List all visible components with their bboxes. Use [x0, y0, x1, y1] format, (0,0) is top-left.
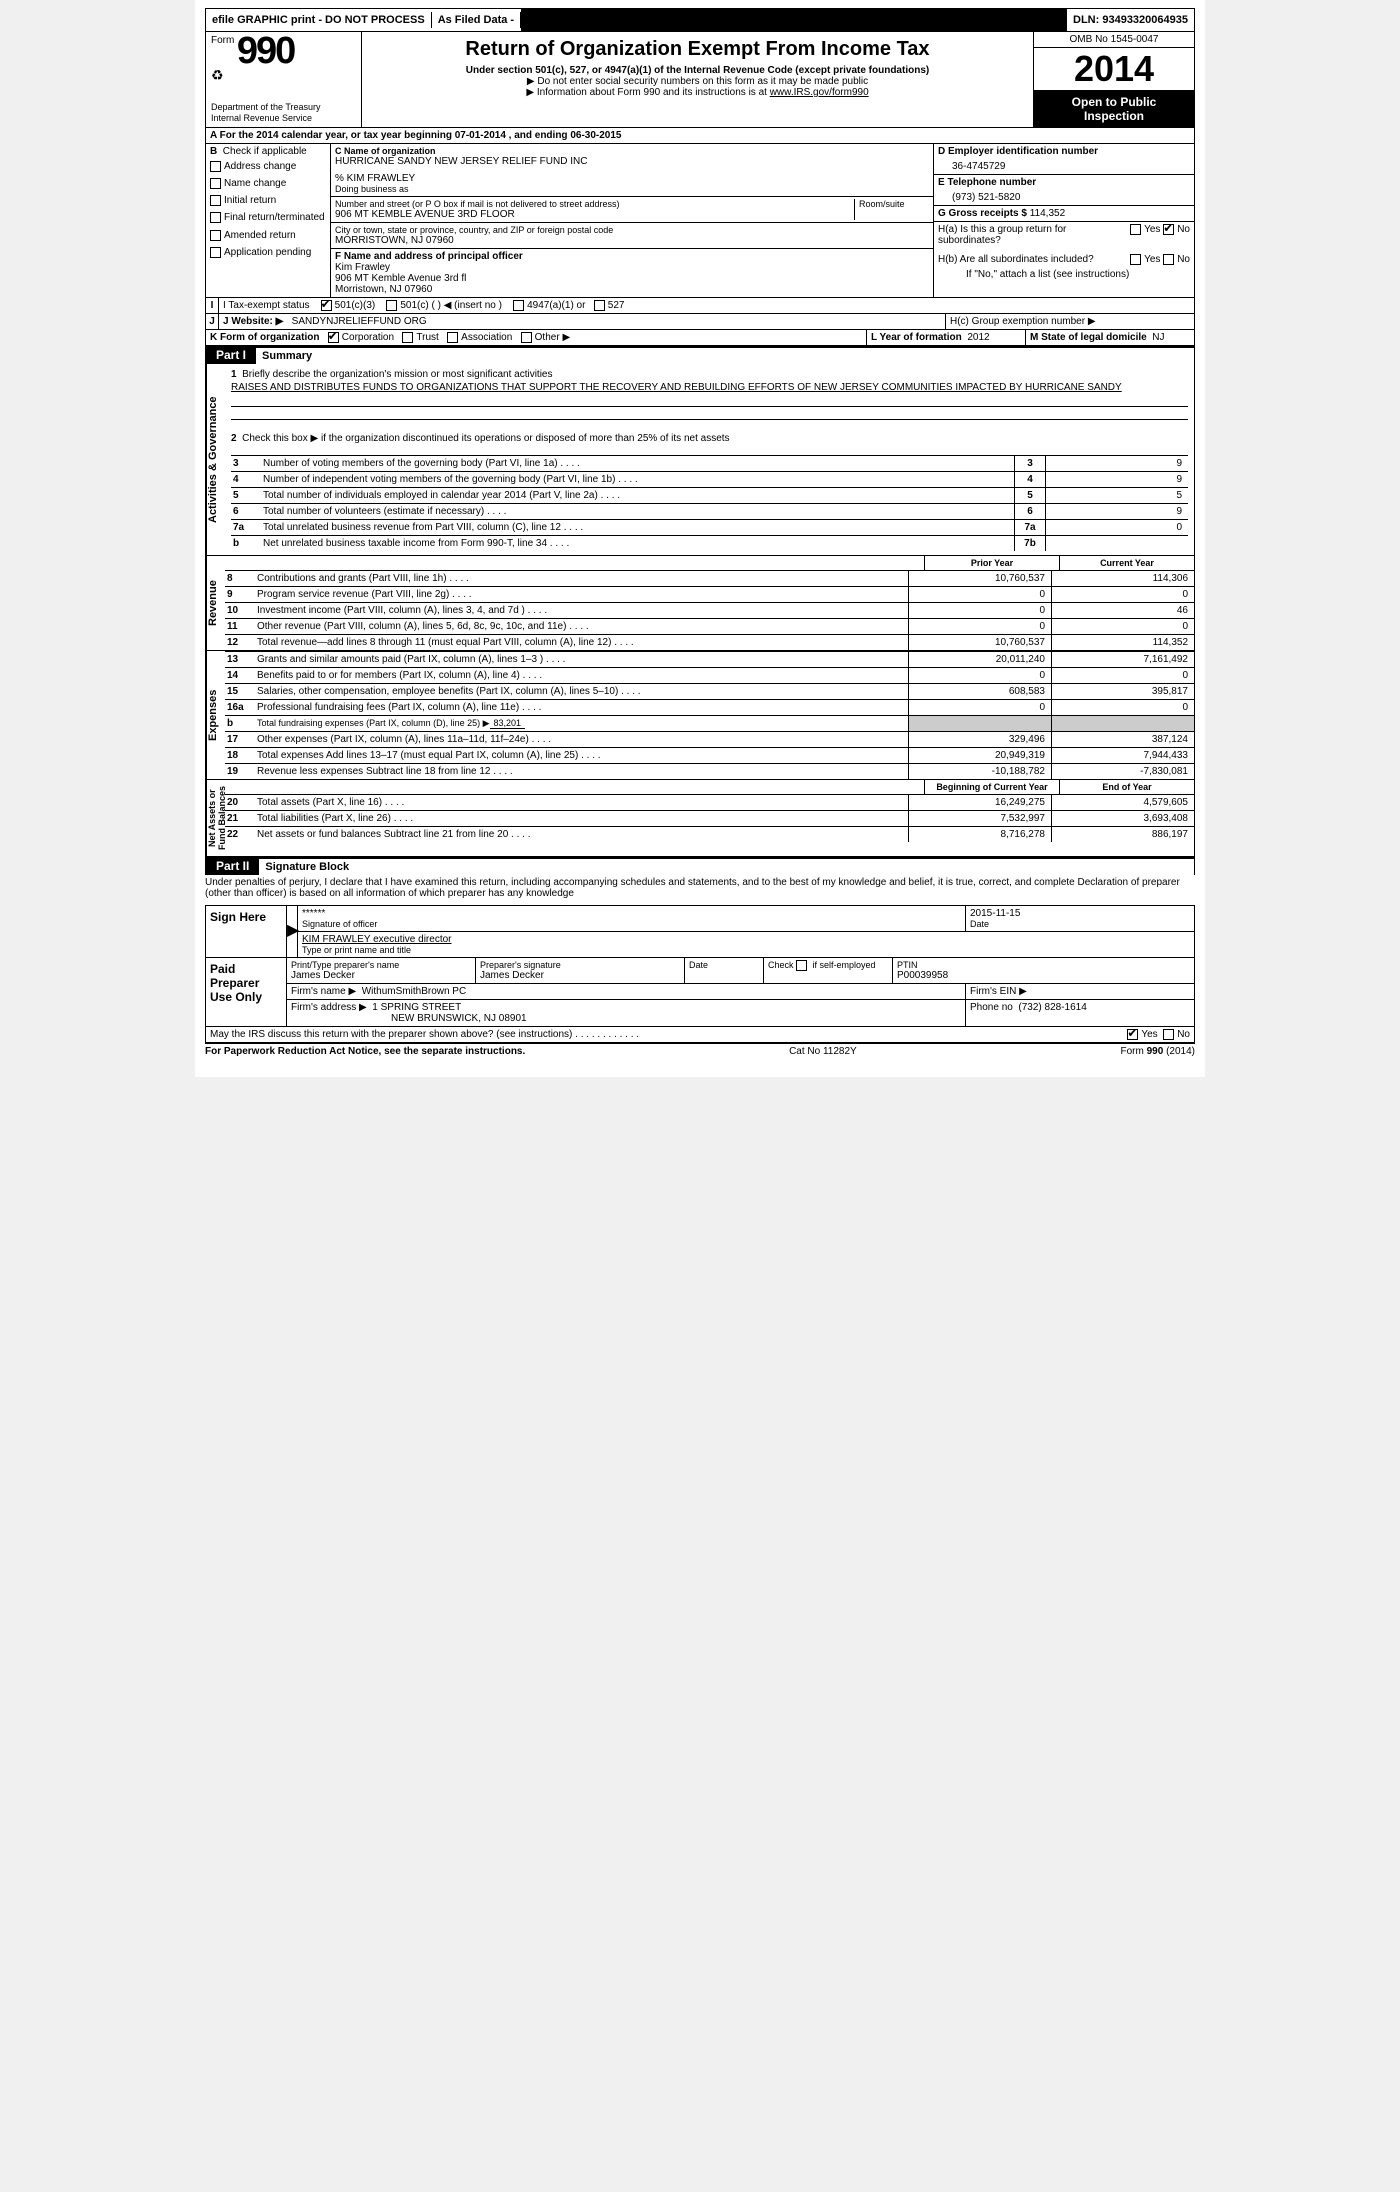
activities-governance: Activities & Governance 1 Briefly descri…: [205, 364, 1195, 556]
telephone: (973) 521-5820: [938, 192, 1190, 203]
chk-final-return[interactable]: Final return/terminated: [224, 213, 325, 224]
tax-year: 2014: [1034, 48, 1194, 91]
paid-preparer-label: Paid Preparer Use Only: [206, 958, 287, 1026]
chk-app-pending[interactable]: Application pending: [224, 247, 311, 258]
data-row: 14Benefits paid to or for members (Part …: [225, 667, 1194, 683]
city-state-zip: MORRISTOWN, NJ 07960: [335, 235, 929, 246]
chk-amended[interactable]: Amended return: [224, 230, 296, 241]
part-2-header: Part II Signature Block: [205, 857, 1195, 875]
section-k: K Form of organization Corporation Trust…: [205, 330, 1195, 346]
ssn-note: ▶ Do not enter social security numbers o…: [370, 76, 1025, 87]
data-row: 10Investment income (Part VIII, column (…: [225, 602, 1194, 618]
form-header: Form 990 ♻ Department of the Treasury In…: [205, 32, 1195, 128]
chk-address-change[interactable]: Address change: [224, 161, 296, 172]
data-row: 12Total revenue—add lines 8 through 11 (…: [225, 634, 1194, 650]
sign-pointer: ▶: [287, 906, 298, 957]
org-name: HURRICANE SANDY NEW JERSEY RELIEF FUND I…: [335, 156, 929, 167]
data-row: 21Total liabilities (Part X, line 26)7,5…: [225, 810, 1194, 826]
form-word: Form: [211, 35, 234, 46]
signature-block: Sign Here ▶ ****** Signature of officer …: [205, 905, 1195, 1027]
ein: 36-4745729: [938, 161, 1190, 172]
officer-name-title: KIM FRAWLEY executive director: [302, 934, 1190, 945]
data-row: bTotal fundraising expenses (Part IX, co…: [225, 715, 1194, 731]
care-of: % KIM FRAWLEY: [335, 173, 929, 184]
vtab-activities: Activities & Governance: [206, 364, 225, 555]
sections-d-e-g-h: D Employer identification number 36-4745…: [933, 144, 1194, 297]
gross-receipts: 114,352: [1030, 208, 1065, 219]
officer-name: Kim Frawley: [335, 262, 923, 273]
perjury-statement: Under penalties of perjury, I declare th…: [205, 875, 1195, 901]
topbar: efile GRAPHIC print - DO NOT PROCESS As …: [205, 8, 1195, 32]
data-row: 13Grants and similar amounts paid (Part …: [225, 651, 1194, 667]
discuss-line: May the IRS discuss this return with the…: [205, 1027, 1195, 1043]
identity-grid: B Check if applicable Address change Nam…: [205, 144, 1195, 298]
irs-label: Internal Revenue Service: [211, 113, 321, 124]
as-filed-label: As Filed Data -: [432, 12, 521, 28]
data-row: bNet unrelated business taxable income f…: [231, 535, 1188, 551]
page-footer: For Paperwork Reduction Act Notice, see …: [205, 1043, 1195, 1057]
line-a-tax-year: A For the 2014 calendar year, or tax yea…: [205, 128, 1195, 144]
part-1-header: Part I Summary: [205, 346, 1195, 364]
vtab-net-assets: Net Assets orFund Balances: [206, 780, 225, 856]
section-c: C Name of organization HURRICANE SANDY N…: [331, 144, 933, 297]
data-row: 11Other revenue (Part VIII, column (A), …: [225, 618, 1194, 634]
chk-name-change[interactable]: Name change: [224, 178, 286, 189]
irs-link[interactable]: www.IRS.gov/form990: [770, 87, 869, 98]
form-subtitle: Under section 501(c), 527, or 4947(a)(1)…: [370, 65, 1025, 76]
data-row: 19Revenue less expenses Subtract line 18…: [225, 763, 1194, 779]
efile-notice: efile GRAPHIC print - DO NOT PROCESS: [206, 12, 432, 28]
vtab-revenue: Revenue: [206, 556, 225, 650]
section-b: B Check if applicable Address change Nam…: [206, 144, 331, 297]
dept-treasury: Department of the Treasury: [211, 102, 321, 113]
vtab-expenses: Expenses: [206, 651, 225, 779]
officer-signature: ******: [302, 908, 961, 919]
data-row: 17Other expenses (Part IX, column (A), l…: [225, 731, 1194, 747]
section-i: I I Tax-exempt status 501(c)(3) 501(c) (…: [205, 298, 1195, 314]
data-row: 6Total number of volunteers (estimate if…: [231, 503, 1188, 519]
data-row: 9Program service revenue (Part VIII, lin…: [225, 586, 1194, 602]
form-number: 990: [237, 35, 294, 67]
recycle-icon: ♻: [211, 67, 224, 84]
topbar-fill: [521, 9, 1067, 31]
sign-date: 2015-11-15: [970, 908, 1190, 919]
revenue-section: Revenue Prior Year Current Year 8Contrib…: [205, 556, 1195, 651]
expenses-section: Expenses 13Grants and similar amounts pa…: [205, 651, 1195, 780]
website[interactable]: SANDYNJRELIEFFUND ORG: [292, 316, 427, 327]
dln-number: DLN: 93493320064935: [1067, 12, 1194, 28]
omb-number: OMB No 1545-0047: [1034, 32, 1194, 48]
net-assets-section: Net Assets orFund Balances Beginning of …: [205, 780, 1195, 857]
info-note: ▶ Information about Form 990 and its ins…: [370, 87, 1025, 98]
open-to-public: Open to Public Inspection: [1034, 91, 1194, 127]
data-row: 22Net assets or fund balances Subtract l…: [225, 826, 1194, 842]
form-990-page: efile GRAPHIC print - DO NOT PROCESS As …: [195, 0, 1205, 1077]
data-row: 3Number of voting members of the governi…: [231, 455, 1188, 471]
data-row: 4Number of independent voting members of…: [231, 471, 1188, 487]
data-row: 20Total assets (Part X, line 16)16,249,2…: [225, 794, 1194, 810]
sign-here-label: Sign Here: [206, 906, 287, 957]
data-row: 16aProfessional fundraising fees (Part I…: [225, 699, 1194, 715]
data-row: 15Salaries, other compensation, employee…: [225, 683, 1194, 699]
mission-text: RAISES AND DISTRIBUTES FUNDS TO ORGANIZA…: [231, 381, 1188, 394]
data-row: 5Total number of individuals employed in…: [231, 487, 1188, 503]
form-title: Return of Organization Exempt From Incom…: [370, 38, 1025, 61]
section-j: J J Website: ▶ SANDYNJRELIEFFUND ORG H(c…: [205, 314, 1195, 330]
data-row: 7aTotal unrelated business revenue from …: [231, 519, 1188, 535]
data-row: 18Total expenses Add lines 13–17 (must e…: [225, 747, 1194, 763]
street-address: 906 MT KEMBLE AVENUE 3RD FLOOR: [335, 209, 854, 220]
data-row: 8Contributions and grants (Part VIII, li…: [225, 570, 1194, 586]
chk-initial-return[interactable]: Initial return: [224, 195, 276, 206]
